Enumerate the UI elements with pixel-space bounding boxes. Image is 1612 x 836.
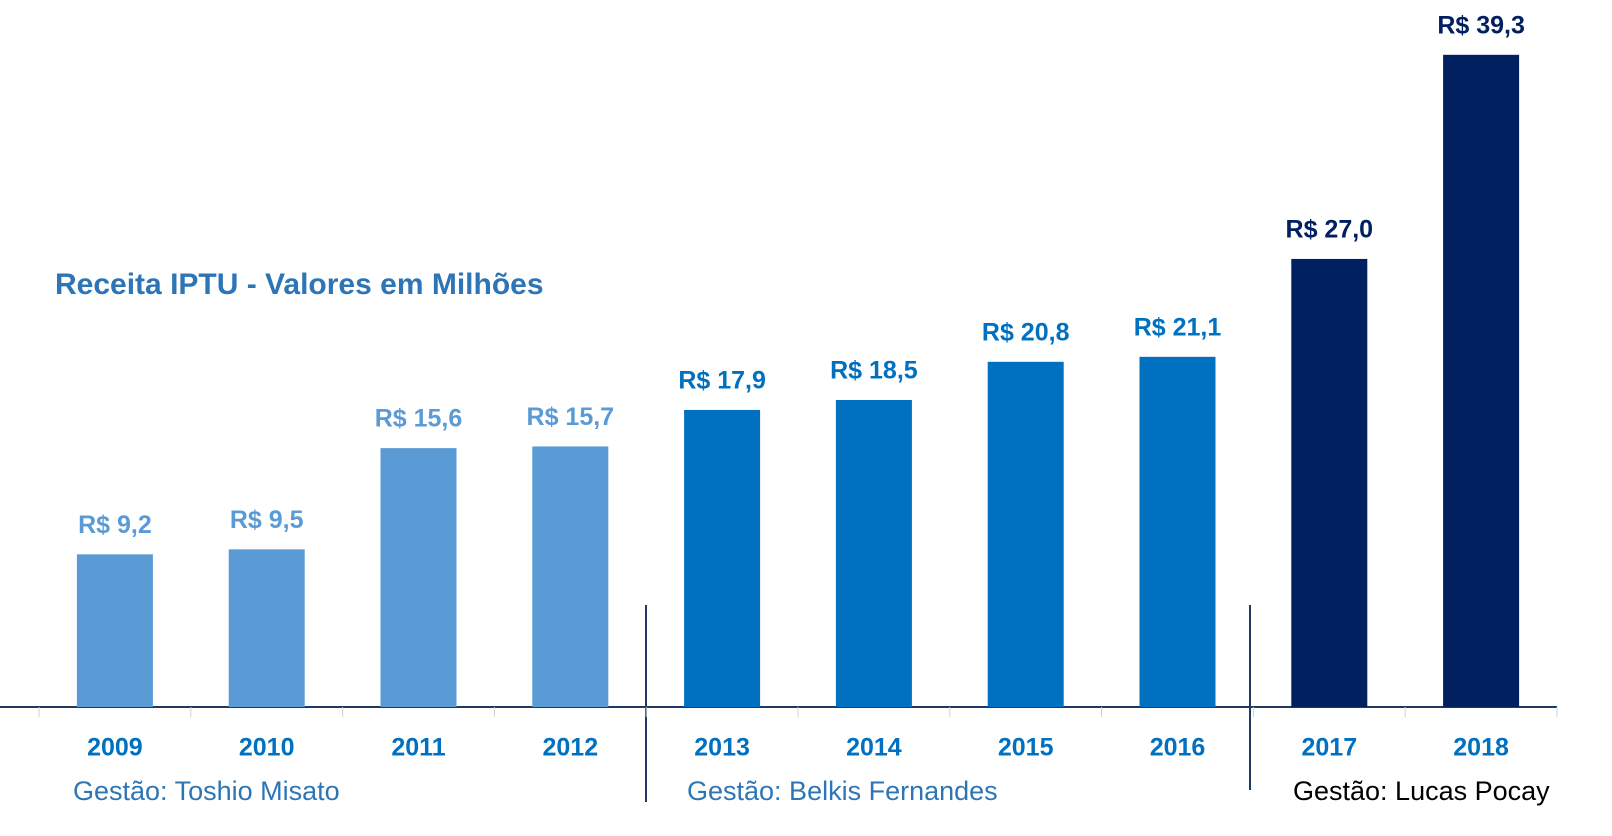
- x-tick-label: 2012: [542, 734, 598, 762]
- annotation: Gestão: Belkis Fernandes: [687, 776, 998, 806]
- value-label: R$ 9,2: [78, 511, 152, 539]
- bar: [1139, 356, 1216, 707]
- value-label: R$ 15,7: [527, 403, 615, 431]
- value-label: R$ 15,6: [375, 405, 463, 433]
- bar: [76, 554, 153, 707]
- x-tick-label: 2017: [1301, 734, 1357, 762]
- chart-title: Receita IPTU - Valores em Milhões: [55, 268, 544, 301]
- annotation: Gestão: Toshio Misato: [73, 776, 340, 806]
- x-tick-label: 2013: [694, 734, 750, 762]
- value-label: R$ 39,3: [1437, 11, 1525, 39]
- value-label: R$ 9,5: [230, 506, 304, 534]
- bar: [380, 448, 457, 707]
- value-label: R$ 20,8: [982, 318, 1070, 346]
- x-tick-label: 2015: [998, 734, 1054, 762]
- x-tick-label: 2016: [1150, 734, 1206, 762]
- bar: [228, 549, 305, 707]
- annotation: Gestão: Lucas Pocay: [1293, 776, 1550, 806]
- value-label: R$ 17,9: [678, 367, 766, 395]
- x-tick-label: 2009: [87, 734, 143, 762]
- bar: [987, 361, 1064, 707]
- value-label: R$ 27,0: [1286, 216, 1374, 244]
- value-label: R$ 18,5: [830, 357, 918, 385]
- x-tick-label: 2010: [239, 734, 295, 762]
- x-tick-label: 2011: [391, 734, 445, 762]
- x-tick-label: 2018: [1453, 734, 1509, 762]
- bar: [1291, 258, 1368, 707]
- bar: [1443, 54, 1520, 708]
- bar: [835, 399, 912, 707]
- value-label: R$ 21,1: [1134, 313, 1222, 341]
- x-tick-label: 2014: [846, 734, 902, 762]
- bar: [684, 409, 761, 707]
- bar: [532, 446, 609, 707]
